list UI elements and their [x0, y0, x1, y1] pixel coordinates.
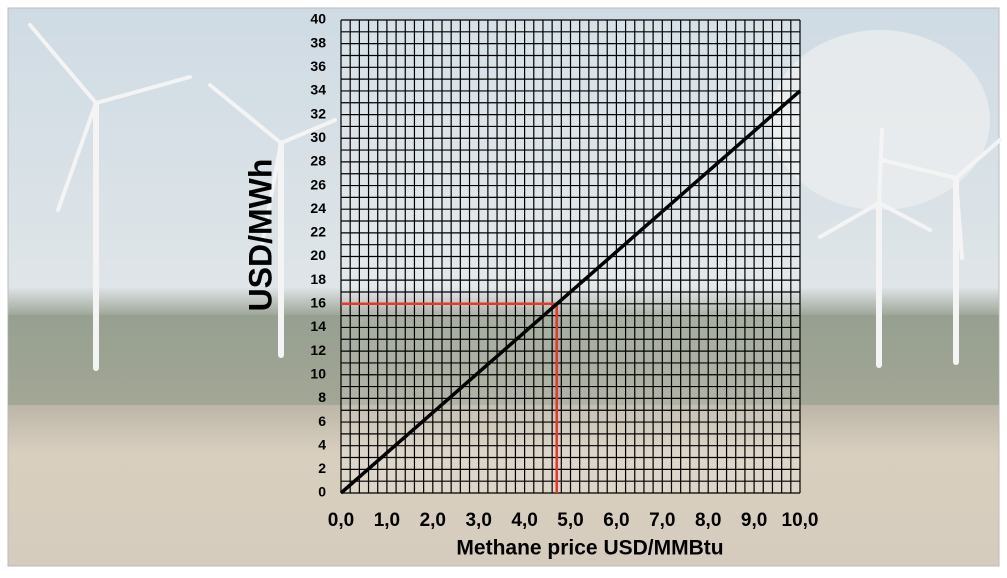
y-tick-label: 8: [318, 389, 326, 405]
x-tick-label: 9,0: [741, 510, 767, 531]
y-tick-label: 4: [318, 436, 326, 452]
y-axis-title: USD/MWh: [242, 159, 278, 312]
y-tick-label: 10: [310, 365, 326, 381]
y-tick-label: 32: [310, 105, 326, 121]
x-tick-label: 4,0: [511, 510, 537, 531]
data-line: [339, 89, 802, 495]
y-tick-label: 18: [310, 271, 326, 287]
grid: [340, 19, 801, 494]
y-tick-label: 40: [310, 11, 326, 27]
y-tick-label: 12: [310, 342, 326, 358]
y-tick-label: 28: [310, 153, 326, 169]
y-tick-label: 34: [310, 82, 326, 98]
y-tick-label: 22: [310, 224, 326, 240]
y-tick-label: 2: [318, 460, 326, 476]
y-tick-label: 24: [310, 200, 326, 216]
x-tick-label: 10,0: [782, 510, 819, 531]
x-tick-label: 6,0: [603, 510, 629, 531]
y-tick-label: 20: [310, 247, 326, 263]
y-tick-label: 26: [310, 176, 326, 192]
y-tick-label: 36: [310, 58, 326, 74]
x-tick-label: 5,0: [557, 510, 583, 531]
x-axis-title: Methane price USD/MMBtu: [456, 537, 723, 560]
y-tick-label: 30: [310, 129, 326, 145]
x-tick-label: 1,0: [374, 510, 400, 531]
plot: [339, 89, 802, 495]
x-tick-label: 3,0: [465, 510, 491, 531]
y-tick-label: 16: [310, 295, 326, 311]
x-tick-label: 2,0: [420, 510, 446, 531]
y-tick-label: 38: [310, 34, 326, 50]
x-tick-label: 7,0: [649, 510, 675, 531]
y-tick-label: 0: [318, 484, 326, 500]
x-tick-label: 8,0: [695, 510, 721, 531]
y-tick-label: 6: [318, 413, 326, 429]
x-tick-label: 0,0: [328, 510, 354, 531]
y-tick-label: 14: [310, 318, 326, 334]
background-photo: [7, 7, 1002, 567]
